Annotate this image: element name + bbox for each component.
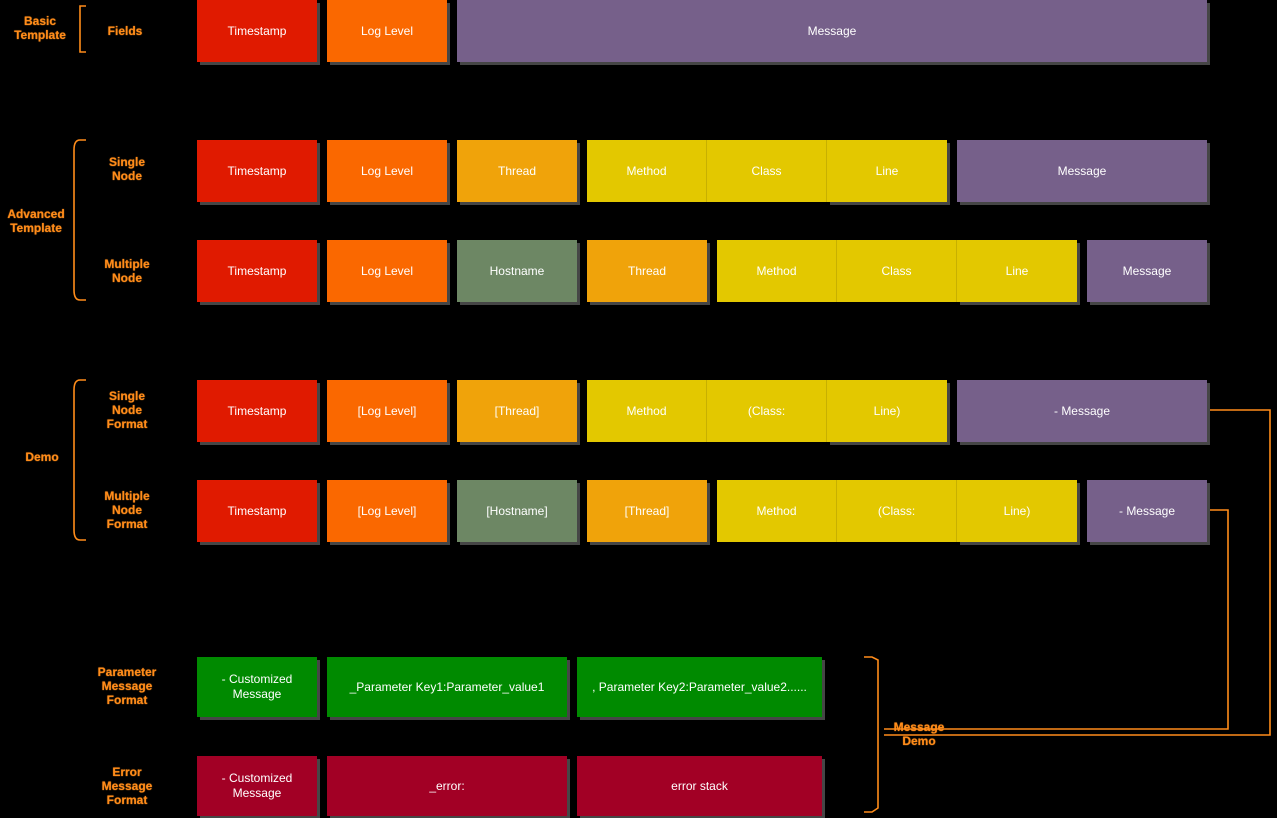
single-node-format-label: Single Node Format bbox=[106, 389, 148, 431]
demo-multi-line-field: Line) bbox=[957, 480, 1077, 542]
adv-multi-hostname-field: Hostname bbox=[457, 240, 577, 302]
basic-template-bracket bbox=[79, 5, 86, 53]
adv-multi-timestamp-field: Timestamp bbox=[197, 240, 317, 302]
demo-single-thread-field: [Thread] bbox=[457, 380, 577, 442]
demo-bracket bbox=[73, 379, 86, 541]
adv-multi-log-level-field: Log Level bbox=[327, 240, 447, 302]
parameter-message-format-label: Parameter Message Format bbox=[97, 665, 157, 707]
demo-single-log-level-field: [Log Level] bbox=[327, 380, 447, 442]
demo-multi-method-field: Method bbox=[717, 480, 837, 542]
adv-single-thread-field: Thread bbox=[457, 140, 577, 202]
adv-single-line-field: Line bbox=[827, 140, 947, 202]
demo-multi-message-field: - Message bbox=[1087, 480, 1207, 542]
single-message-connector bbox=[884, 409, 1271, 736]
param-key2-field: , Parameter Key2:Parameter_value2...... bbox=[577, 657, 822, 717]
adv-single-log-level-field: Log Level bbox=[327, 140, 447, 202]
param-key1-field: _Parameter Key1:Parameter_value1 bbox=[327, 657, 567, 717]
demo-single-class-field: (Class: bbox=[707, 380, 827, 442]
multiple-node-format-label: Multiple Node Format bbox=[104, 489, 150, 531]
adv-single-method-field: Method bbox=[587, 140, 707, 202]
advanced-template-bracket bbox=[73, 139, 86, 301]
adv-multi-class-field: Class bbox=[837, 240, 957, 302]
demo-single-message-field: - Message bbox=[957, 380, 1207, 442]
demo-multi-thread-field: [Thread] bbox=[587, 480, 707, 542]
demo-multi-class-field: (Class: bbox=[837, 480, 957, 542]
demo-label: Demo bbox=[25, 450, 59, 464]
demo-multi-timestamp-field: Timestamp bbox=[197, 480, 317, 542]
basic-log-level-field: Log Level bbox=[327, 0, 447, 62]
single-node-label: Single Node bbox=[108, 155, 145, 183]
demo-single-timestamp-field: Timestamp bbox=[197, 380, 317, 442]
demo-multi-log-level-field: [Log Level] bbox=[327, 480, 447, 542]
error-message-format-label: Error Message Format bbox=[101, 765, 153, 807]
advanced-template-label: Advanced Template bbox=[7, 207, 65, 235]
adv-multi-thread-field: Thread bbox=[587, 240, 707, 302]
adv-multi-message-field: Message bbox=[1087, 240, 1207, 302]
adv-multi-line-field: Line bbox=[957, 240, 1077, 302]
basic-fields-label: Fields bbox=[107, 24, 143, 38]
param-customized-message-field: - Customized Message bbox=[197, 657, 317, 717]
message-demo-label: Message Demo bbox=[893, 720, 945, 748]
message-demo-bracket bbox=[864, 656, 879, 813]
error-key-field: _error: bbox=[327, 756, 567, 816]
adv-single-timestamp-field: Timestamp bbox=[197, 140, 317, 202]
basic-message-field: Message bbox=[457, 0, 1207, 62]
multiple-node-label: Multiple Node bbox=[104, 257, 150, 285]
multi-message-connector bbox=[884, 509, 1229, 730]
basic-template-label: Basic Template bbox=[14, 14, 66, 42]
adv-single-message-field: Message bbox=[957, 140, 1207, 202]
adv-multi-method-field: Method bbox=[717, 240, 837, 302]
adv-single-class-field: Class bbox=[707, 140, 827, 202]
demo-multi-hostname-field: [Hostname] bbox=[457, 480, 577, 542]
error-stack-field: error stack bbox=[577, 756, 822, 816]
error-customized-message-field: - Customized Message bbox=[197, 756, 317, 816]
demo-single-method-field: Method bbox=[587, 380, 707, 442]
demo-single-line-field: Line) bbox=[827, 380, 947, 442]
basic-timestamp-field: Timestamp bbox=[197, 0, 317, 62]
